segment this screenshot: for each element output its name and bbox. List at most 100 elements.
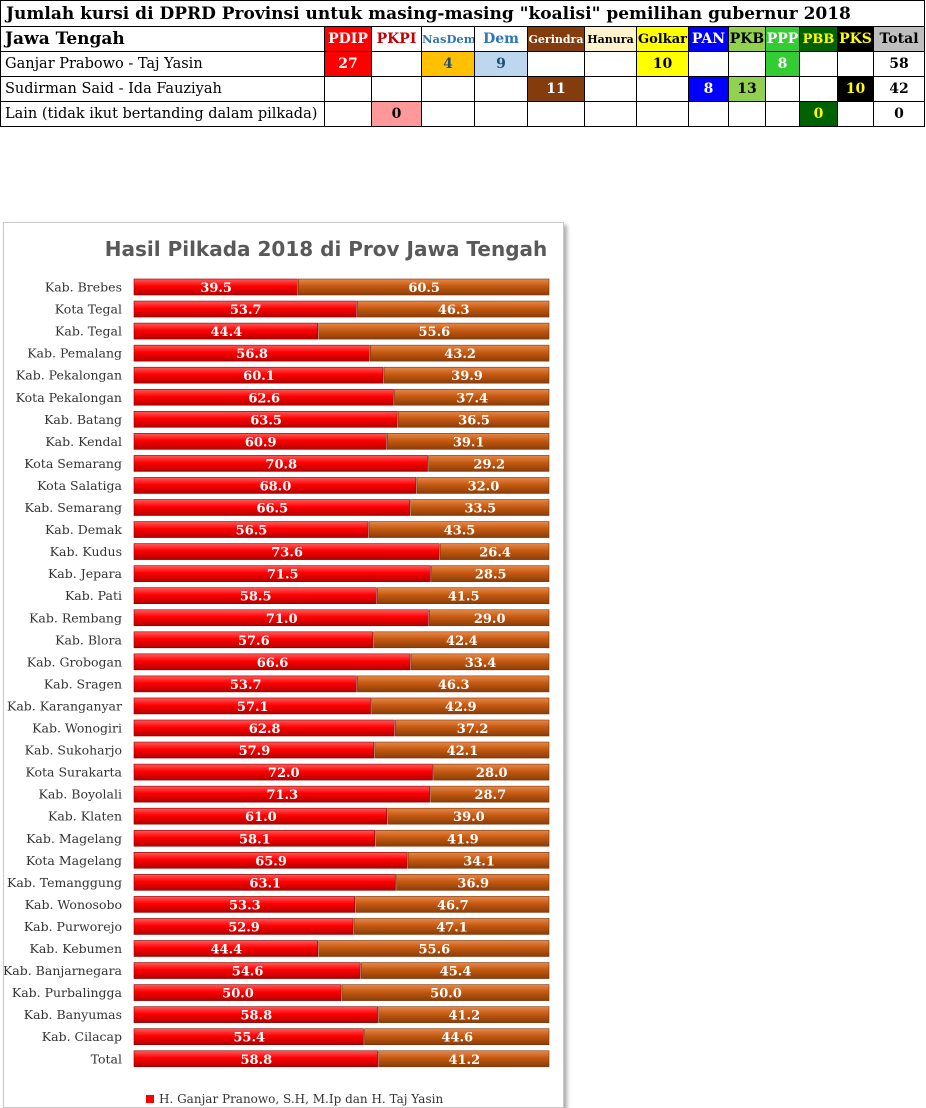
seat-cell: 4 [421, 51, 475, 77]
seat-cell: 0 [371, 101, 422, 127]
bar-series-2 [375, 829, 550, 847]
seat-cell [421, 101, 475, 127]
party-header-dem: Dem [474, 26, 528, 52]
value-label: 28.5 [475, 568, 507, 583]
category-label: Kab. Demak [45, 522, 122, 537]
value-label: 58.1 [239, 832, 271, 847]
party-header-pbb: PBB [799, 26, 838, 52]
category-label: Kota Salatiga [37, 478, 122, 493]
bar-series-2 [357, 675, 550, 693]
seat-cell [765, 76, 800, 102]
value-label: 66.6 [257, 656, 289, 671]
value-label: 72.0 [268, 766, 300, 781]
value-label: 33.4 [465, 656, 497, 671]
value-label: 43.2 [444, 347, 476, 362]
value-label: 32.0 [468, 479, 500, 494]
table-header-row: Jawa Tengah PDIP PKPI NasDem Dem Gerindra Han… [0, 26, 926, 52]
bar-series-2 [357, 300, 550, 318]
bar-series-2 [298, 278, 550, 296]
value-label: 57.1 [237, 700, 269, 715]
bar-series-1 [133, 918, 354, 935]
value-label: 62.8 [249, 722, 281, 737]
bar-series-2 [394, 388, 550, 406]
seat-cell [584, 101, 637, 127]
value-label: 62.6 [248, 391, 280, 406]
bar-series-1 [133, 455, 428, 472]
value-label: 55.6 [419, 325, 451, 340]
value-label: 36.9 [457, 876, 489, 891]
category-label: Kab. Tegal [55, 324, 122, 339]
value-label: 46.3 [438, 303, 470, 318]
value-label: 53.3 [229, 898, 261, 913]
value-label: 50.0 [430, 987, 462, 1002]
bar-series-1 [133, 653, 411, 671]
seat-cell [728, 101, 766, 127]
party-header-nasdem: NasDem [421, 26, 475, 52]
value-label: 57.9 [239, 744, 271, 759]
bar-series-2 [383, 366, 550, 384]
bar-series-1 [133, 1050, 378, 1068]
seat-cell [324, 101, 372, 127]
bar-series-1 [133, 719, 395, 737]
value-label: 44.4 [211, 325, 243, 340]
category-label: Kab. Karanganyar [7, 698, 122, 713]
legend-label-series-1: H. Ganjar Pranowo, S.H, M.Ip dan H. Taj … [159, 1092, 443, 1106]
category-label: Kota Magelang [26, 853, 122, 868]
seat-cell: 9 [474, 51, 528, 77]
bar-series-2 [428, 455, 550, 472]
value-label: 68.0 [260, 479, 292, 494]
value-label: 53.7 [230, 303, 262, 318]
value-label: 73.6 [271, 546, 303, 561]
seat-cell: 8 [688, 76, 729, 102]
seat-cell [688, 101, 729, 127]
region-label: Jawa Tengah [0, 26, 325, 52]
bar-series-2 [439, 543, 550, 560]
category-label: Kab. Banjarnegara [4, 963, 123, 978]
party-header-pkpi: PKPI [371, 26, 422, 52]
value-label: 29.0 [474, 612, 506, 627]
value-label: 56.8 [236, 347, 268, 362]
category-label: Kota Tegal [55, 302, 122, 317]
seat-cell: 11 [527, 76, 585, 102]
category-label: Kab. Batang [44, 412, 122, 427]
value-label: 50.0 [222, 987, 254, 1002]
bar-series-2 [360, 962, 550, 979]
value-label: 44.6 [441, 1031, 473, 1046]
bar-series-2 [373, 631, 550, 649]
seat-cell: 0 [799, 101, 838, 127]
value-label: 39.9 [451, 369, 483, 384]
bar-series-1 [133, 344, 370, 362]
value-label: 53.7 [230, 678, 262, 693]
category-label: Kab. Brebes [45, 280, 122, 295]
category-label: Kab. Banyumas [24, 1007, 122, 1022]
bar-series-1 [133, 278, 298, 296]
bar-series-2 [378, 1050, 550, 1068]
bar-series-1 [133, 543, 440, 560]
value-label: 33.5 [464, 502, 496, 517]
seat-cell [837, 101, 874, 127]
bar-series-1 [133, 521, 369, 538]
bar-series-1 [133, 874, 396, 891]
value-label: 45.4 [440, 965, 472, 980]
value-label: 71.3 [266, 788, 298, 803]
category-label: Kab. Pemalang [27, 346, 122, 361]
bar-series-1 [133, 322, 318, 340]
bar-series-2 [355, 896, 550, 913]
value-label: 71.0 [266, 612, 298, 627]
bar-series-2 [369, 344, 550, 362]
category-label: Kab. Pati [65, 588, 122, 603]
party-header-hanura: Hanura [584, 26, 637, 52]
value-label: 41.5 [448, 590, 480, 605]
table-row: Ganjar Prabowo - Taj Yasin 27 4 9 10 8 58 [0, 51, 926, 77]
category-label: Kab. Purbalingga [12, 985, 123, 1000]
value-label: 58.8 [240, 1009, 272, 1024]
category-label: Kab. Purworejo [24, 919, 122, 934]
value-label: 60.9 [245, 435, 277, 450]
bar-series-2 [410, 653, 550, 671]
category-label: Kab. Kudus [50, 544, 122, 559]
category-label: Kab. Wonosobo [25, 897, 122, 912]
seat-cell: 10 [837, 76, 874, 102]
seat-cell [799, 76, 838, 102]
bar-series-1 [133, 962, 361, 979]
value-label: 39.1 [453, 435, 485, 450]
